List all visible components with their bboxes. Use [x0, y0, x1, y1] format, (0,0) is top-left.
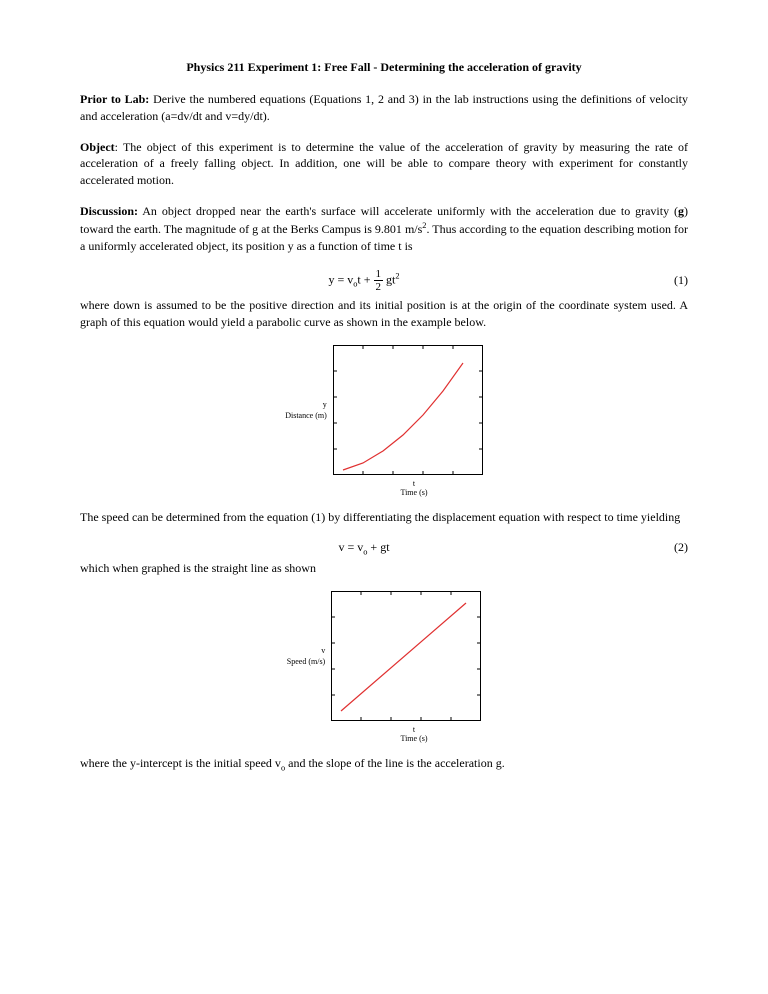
prior-to-lab-paragraph: Prior to Lab: Derive the numbered equati…: [80, 91, 688, 125]
chart-1-row: y Distance (m): [285, 345, 483, 475]
chart-1-wrap: y Distance (m) t Time (s): [80, 345, 688, 499]
eq2-v: v = v: [338, 540, 363, 554]
chart-2-ylabel: v: [287, 646, 325, 655]
equation-1: y = vot + 12 gt2: [80, 268, 648, 293]
equation-2-row: v = vo + gt (2): [80, 540, 688, 556]
chart-2-inner: v Speed (m/s) t Time (s): [287, 591, 481, 743]
object-label: Object: [80, 140, 115, 154]
discussion-text-1: An object dropped near the earth's surfa…: [138, 204, 678, 218]
chart-1-xlabel-group: t Time (s): [285, 479, 483, 497]
final-paragraph: where the y-intercept is the initial spe…: [80, 755, 688, 774]
page-title: Physics 211 Experiment 1: Free Fall - De…: [80, 60, 688, 75]
after-eq2-paragraph: which when graphed is the straight line …: [80, 560, 688, 577]
chart-2-ylabel-group: v Speed (m/s): [287, 646, 331, 666]
eq2-gt: + gt: [367, 540, 389, 554]
chart-1-ylabel: y: [285, 400, 327, 409]
discussion-paragraph: Discussion: An object dropped near the e…: [80, 203, 688, 254]
chart-2-wrap: v Speed (m/s) t Time (s): [80, 591, 688, 745]
equation-2-number: (2): [648, 540, 688, 555]
after-chart1-paragraph: The speed can be determined from the equ…: [80, 509, 688, 526]
eq1-frac-num: 1: [374, 268, 384, 281]
final-1: where the y-intercept is the initial spe…: [80, 756, 281, 770]
chart-2-row: v Speed (m/s): [287, 591, 481, 721]
eq1-y: y = v: [328, 273, 353, 287]
eq1-sup: 2: [395, 272, 399, 281]
eq1-t: t +: [357, 273, 373, 287]
chart-2-svg: [331, 591, 481, 721]
equation-2: v = vo + gt: [80, 540, 648, 556]
chart-2-xlabel: t: [347, 725, 481, 734]
equation-1-number: (1): [648, 273, 688, 288]
chart-2-ysublabel: Speed (m/s): [287, 657, 325, 666]
chart-1-ylabel-group: y Distance (m): [285, 400, 333, 420]
chart-2-xlabel-group: t Time (s): [287, 725, 481, 743]
object-paragraph: Object: The object of this experiment is…: [80, 139, 688, 189]
prior-text: Derive the numbered equations (Equations…: [80, 92, 688, 123]
final-2: and the slope of the line is the acceler…: [285, 756, 505, 770]
eq1-gt2: gt: [383, 273, 395, 287]
equation-1-row: y = vot + 12 gt2 (1): [80, 268, 688, 293]
eq1-frac-den: 2: [374, 281, 384, 293]
chart-2-xsublabel: Time (s): [347, 734, 481, 743]
document-page: Physics 211 Experiment 1: Free Fall - De…: [0, 0, 768, 828]
after-eq1-paragraph: where down is assumed to be the positive…: [80, 297, 688, 331]
object-text: : The object of this experiment is to de…: [80, 140, 688, 188]
prior-label: Prior to Lab:: [80, 92, 149, 106]
discussion-label: Discussion:: [80, 204, 138, 218]
chart-1-ysublabel: Distance (m): [285, 411, 327, 420]
chart-1-xsublabel: Time (s): [345, 488, 483, 497]
chart-1-svg: [333, 345, 483, 475]
chart-1-inner: y Distance (m) t Time (s): [285, 345, 483, 497]
eq1-frac: 12: [374, 268, 384, 293]
chart-1-xlabel: t: [345, 479, 483, 488]
